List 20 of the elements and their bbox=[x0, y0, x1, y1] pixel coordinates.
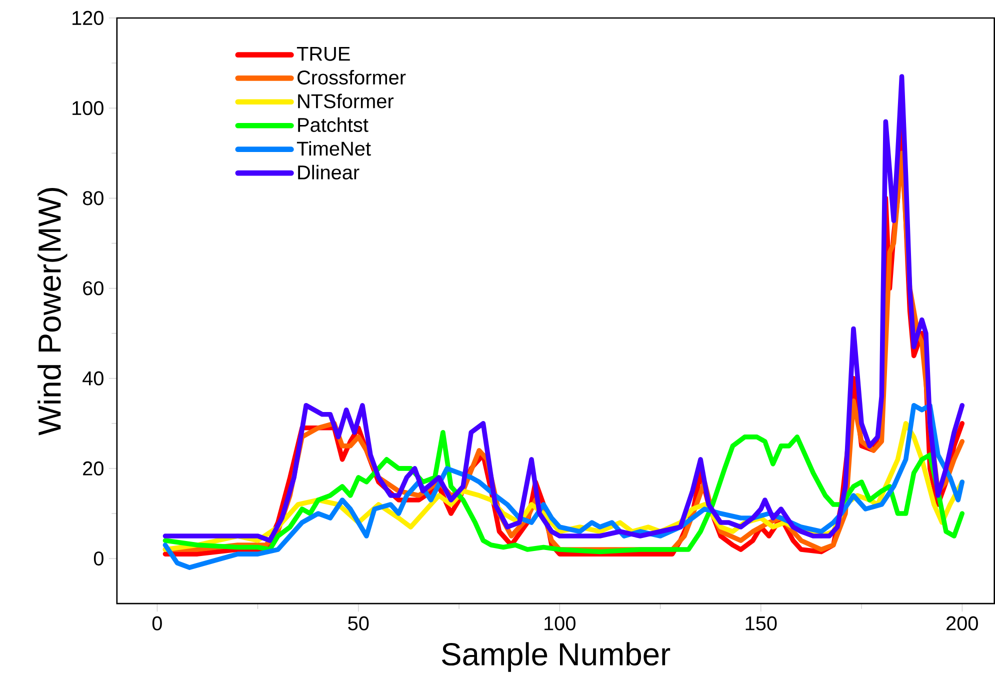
x-tick-label: 200 bbox=[946, 616, 978, 631]
y-tick-label: 80 bbox=[82, 191, 104, 206]
legend-label: Crossformer bbox=[298, 70, 406, 85]
y-axis-title: Wind Power(MW) bbox=[38, 188, 68, 436]
y-tick-label: 0 bbox=[94, 552, 104, 566]
y-tick-label: 60 bbox=[83, 281, 104, 296]
x-tick-label: 50 bbox=[348, 616, 369, 631]
y-tick-label: 120 bbox=[72, 11, 104, 26]
y-tick-label: 40 bbox=[82, 372, 104, 386]
x-tick-label: 100 bbox=[544, 616, 576, 631]
y-tick-label: 100 bbox=[72, 101, 104, 116]
y-tick-label: 20 bbox=[83, 462, 104, 476]
x-tick-label: 150 bbox=[746, 616, 777, 631]
x-tick-label: 0 bbox=[152, 616, 162, 631]
legend-label: TimeNet bbox=[296, 141, 371, 156]
legend-label: TRUE bbox=[296, 47, 350, 62]
legend-label: Dlinear bbox=[298, 165, 360, 180]
x-axis-title: Sample Number bbox=[442, 642, 670, 672]
legend-label: Patchtst bbox=[298, 118, 368, 132]
legend-label: NTSformer bbox=[298, 94, 394, 109]
